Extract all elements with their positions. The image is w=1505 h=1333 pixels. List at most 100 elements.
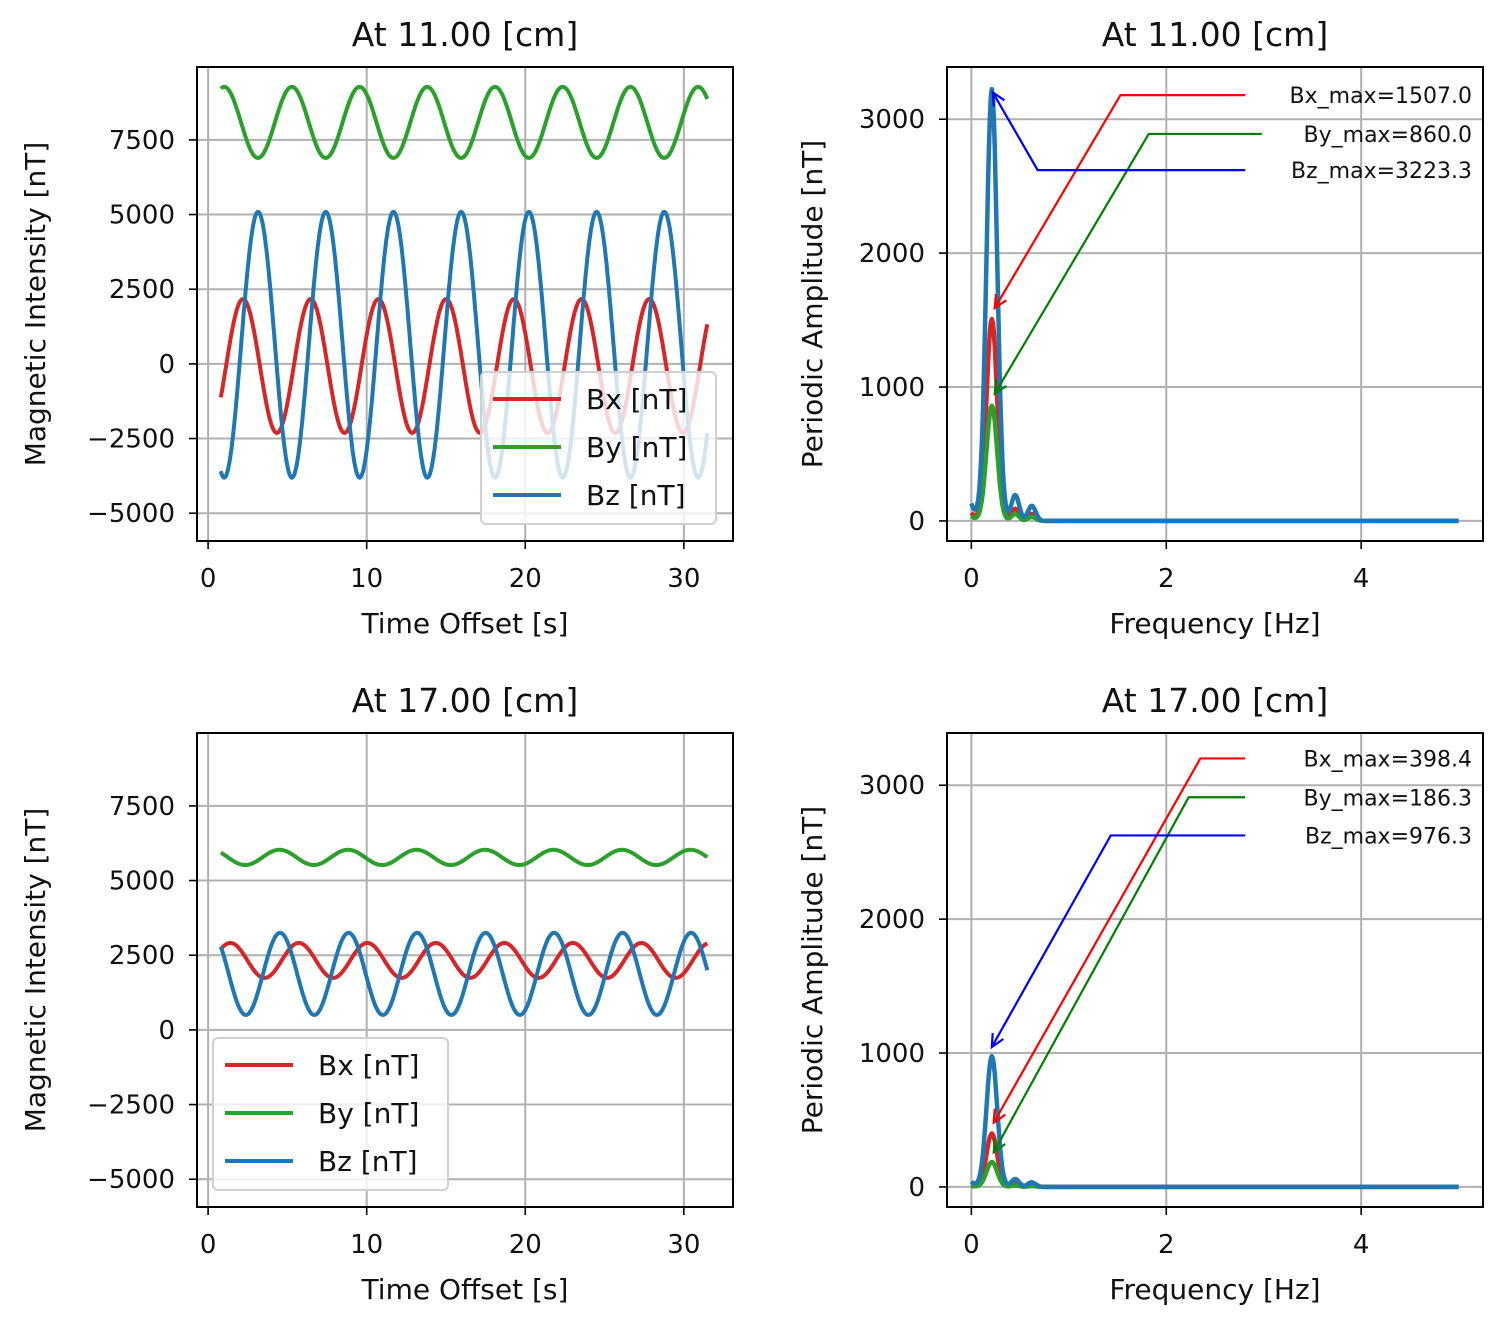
y-tick-label: 1000: [859, 1039, 925, 1069]
x-tick-label: 10: [350, 1230, 383, 1260]
annotation-arrow-line: [990, 834, 1246, 1048]
arrowhead-icon: [992, 1138, 1006, 1155]
panel-time-series-11cm: At 11.00 [cm] Time Offset [s] Magnetic I…: [19, 15, 734, 640]
y-tick-label: 3000: [859, 771, 925, 801]
arrowhead-icon: [992, 1108, 1006, 1125]
panel-spectrum-11cm: At 11.00 [cm] Frequency [Hz] Periodic Am…: [796, 15, 1484, 640]
x-tick-label: 2: [1158, 564, 1175, 594]
x-tick-label: 0: [200, 1230, 217, 1260]
y-tick-label: 7500: [109, 792, 175, 822]
spectrum-line-bz: [969, 1053, 1460, 1190]
spectrum-line-by: [970, 1159, 1460, 1190]
chart-title: At 11.00 [cm]: [1102, 15, 1328, 54]
spectrum-line-bx: [970, 1131, 1460, 1190]
annotation-arrow-line: [993, 94, 1246, 309]
plot-area: [969, 86, 1460, 524]
y-tick-label: −2500: [87, 1091, 175, 1121]
annotation-bz-max: Bz_max=3223.3: [991, 90, 1472, 184]
annotation-arrow-line: [993, 132, 1262, 395]
x-axis-label: Time Offset [s]: [361, 607, 569, 640]
y-tick-label: 0: [908, 1173, 925, 1203]
annotation-by-max: By_max=186.3: [992, 786, 1472, 1155]
annotation-arrow-line: [991, 91, 1246, 172]
plot-area: [969, 1053, 1460, 1190]
x-tick-label: 10: [350, 564, 383, 594]
legend-box: [480, 371, 717, 525]
panel-time-series-17cm: At 17.00 [cm] Time Offset [s] Magnetic I…: [19, 681, 734, 1306]
x-tick-label: 0: [200, 564, 217, 594]
arrowhead-icon: [990, 1032, 1004, 1050]
x-tick-label: 0: [963, 564, 980, 594]
x-tick-label: 30: [667, 1230, 700, 1260]
arrowhead-icon: [993, 379, 1008, 396]
y-axis-label: Periodic Amplitude [nT]: [796, 140, 829, 468]
x-tick-label: 30: [667, 564, 700, 594]
x-tick-label: 2: [1158, 1230, 1175, 1260]
legend-label: Bz [nT]: [586, 479, 686, 512]
chart-title: At 11.00 [cm]: [352, 15, 578, 54]
annotation-by-max: By_max=860.0: [993, 123, 1472, 396]
x-tick-label: 4: [1353, 1230, 1370, 1260]
annotation-label: By_max=860.0: [1304, 123, 1472, 148]
y-axis-label: Magnetic Intensity [nT]: [19, 142, 52, 467]
y-axis-label: Periodic Amplitude [nT]: [796, 806, 829, 1134]
annotation-bx-max: Bx_max=1507.0: [993, 84, 1472, 311]
y-axis-label: Magnetic Intensity [nT]: [19, 808, 52, 1133]
annotation-label: Bz_max=3223.3: [1291, 159, 1472, 184]
x-axis-label: Frequency [Hz]: [1109, 1273, 1320, 1306]
axes-frame: [196, 66, 734, 542]
y-tick-label: 5000: [109, 201, 175, 231]
y-tick-label: 7500: [109, 126, 175, 156]
annotation-label: By_max=186.3: [1304, 786, 1472, 811]
annotation-label: Bz_max=976.3: [1305, 824, 1472, 849]
annotation-bz-max: Bz_max=976.3: [990, 824, 1472, 1050]
series-line-by: [219, 84, 710, 160]
y-tick-label: 2000: [859, 239, 925, 269]
annotation-arrow-line: [992, 757, 1246, 1124]
spectrum-line-bx: [969, 316, 1460, 524]
y-tick-label: 0: [158, 1016, 175, 1046]
chart-title: At 17.00 [cm]: [352, 681, 578, 720]
spectrum-line-by: [969, 403, 1460, 524]
legend: Bx [nT] By [nT] Bz [nT]: [212, 1037, 449, 1191]
x-tick-label: 4: [1353, 564, 1370, 594]
series-line-bx: [219, 941, 709, 980]
y-tick-label: 1000: [859, 373, 925, 403]
legend-label: Bz [nT]: [318, 1145, 418, 1178]
y-tick-label: 5000: [109, 867, 175, 897]
y-tick-label: 0: [158, 350, 175, 380]
annotation-bx-max: Bx_max=398.4: [992, 747, 1472, 1125]
legend-label: Bx [nT]: [586, 383, 687, 416]
y-tick-label: 3000: [859, 105, 925, 135]
y-tick-label: 0: [908, 507, 925, 537]
plot-area: [218, 847, 710, 1017]
series-line-by: [219, 847, 709, 867]
panel-spectrum-17cm: At 17.00 [cm] Frequency [Hz] Periodic Am…: [796, 681, 1484, 1306]
legend-box: [212, 1037, 449, 1191]
legend-label: Bx [nT]: [318, 1049, 419, 1082]
x-axis-label: Frequency [Hz]: [1109, 607, 1320, 640]
annotation-label: Bx_max=1507.0: [1290, 84, 1472, 109]
axes-frame: [196, 732, 734, 1208]
annotation-label: Bx_max=398.4: [1304, 747, 1472, 772]
x-tick-label: 20: [509, 1230, 542, 1260]
chart-title: At 17.00 [cm]: [1102, 681, 1328, 720]
axes-frame: [946, 66, 1484, 542]
x-tick-label: 20: [509, 564, 542, 594]
y-tick-label: 2000: [859, 905, 925, 935]
series-line-bz: [218, 930, 710, 1017]
arrowhead-icon: [993, 293, 1008, 311]
y-tick-label: −2500: [87, 425, 175, 455]
spectrum-line-bz: [969, 86, 1460, 524]
x-tick-label: 0: [963, 1230, 980, 1260]
y-tick-label: 2500: [109, 941, 175, 971]
axes-frame: [946, 732, 1484, 1208]
legend: Bx [nT] By [nT] Bz [nT]: [480, 371, 717, 525]
legend-label: By [nT]: [586, 431, 687, 464]
y-tick-label: −5000: [87, 499, 175, 529]
x-axis-label: Time Offset [s]: [361, 1273, 569, 1306]
legend-label: By [nT]: [318, 1097, 419, 1130]
y-tick-label: 2500: [109, 275, 175, 305]
y-tick-label: −5000: [87, 1165, 175, 1195]
